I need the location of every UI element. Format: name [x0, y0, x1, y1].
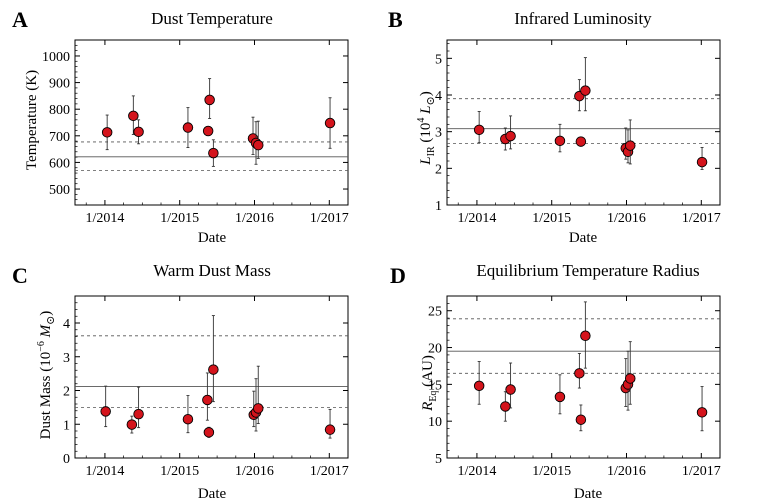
p2-data-point: [252, 403, 264, 414]
p3-data-point: [500, 401, 511, 412]
y-axis-label-d: REq (AU): [420, 355, 439, 412]
p3-data-point: [580, 330, 591, 342]
p0-data-point: [252, 139, 264, 151]
p2-data-point: [100, 406, 111, 417]
p3-x-tick-label: 1/2017: [682, 464, 721, 479]
p1-y-tick-label: 2: [435, 162, 442, 177]
p1-data-point: [580, 85, 591, 96]
p3-y-tick-label: 5: [435, 452, 442, 467]
p3-y-tick-label: 15: [428, 378, 442, 393]
p1-x-tick-label: 1/2017: [682, 211, 721, 226]
p3-data-point: [473, 380, 485, 392]
y-axis-label-b: LIR (104 L⊙): [416, 91, 437, 165]
panel-dust-temperature: A Dust Temperature Date Temperature (K) …: [12, 7, 349, 246]
chart-title-infrared-luminosity: Infrared Luminosity: [514, 9, 652, 28]
p1-y-tick-label: 4: [435, 89, 442, 104]
p0-data-point: [101, 127, 113, 138]
svg-text:LIR (104 L⊙): LIR (104 L⊙): [416, 91, 437, 165]
p1-y-tick-label: 5: [435, 52, 442, 67]
p3-data-point: [575, 414, 587, 425]
y-axis-label-c: Dust Mass (10−6 M⊙): [36, 311, 57, 440]
panel-letter-a: A: [12, 7, 28, 32]
p0-plot-frame: [74, 39, 349, 206]
p1-data-point: [575, 136, 587, 147]
p2-data-point: [182, 413, 194, 425]
p1-x-tick-label: 1/2015: [532, 211, 571, 226]
p1-data-point: [473, 124, 485, 136]
svg-text:REq (AU): REq (AU): [420, 355, 439, 412]
p1-plot-frame: [446, 39, 721, 206]
panel-infrared-luminosity: B Infrared Luminosity Date LIR (104 L⊙) …: [388, 7, 721, 246]
p1-x-tick-label: 1/2014: [457, 211, 496, 226]
p3-x-tick-label: 1/2015: [532, 464, 571, 479]
p0-y-tick-label: 700: [49, 130, 70, 145]
p3-y-tick-label: 10: [428, 415, 442, 430]
svg-text:Dust Mass (10−6 M⊙): Dust Mass (10−6 M⊙): [36, 311, 57, 440]
p0-x-tick-label: 1/2016: [235, 211, 274, 226]
p0-x-tick-label: 1/2015: [160, 211, 199, 226]
p0-data-point: [182, 122, 194, 133]
p2-y-tick-label: 1: [63, 418, 70, 433]
p1-x-tick-label: 1/2016: [607, 211, 646, 226]
p2-data-point: [126, 419, 138, 430]
p0-data-point: [208, 147, 219, 159]
chart-title-dust-temperature: Dust Temperature: [151, 9, 273, 28]
p3-x-tick-label: 1/2014: [457, 464, 496, 479]
p1-data-point: [554, 135, 566, 147]
panel-equilibrium-temperature-radius: D Equilibrium Temperature Radius Date RE…: [390, 261, 721, 502]
p2-x-tick-label: 1/2015: [160, 464, 199, 479]
p2-x-tick-label: 1/2014: [85, 464, 124, 479]
p3-data-point: [554, 391, 566, 403]
panel-letter-b: B: [388, 7, 403, 32]
p2-data-point: [324, 424, 336, 435]
p2-x-tick-label: 1/2017: [310, 464, 349, 479]
p0-y-tick-label: 800: [49, 103, 70, 118]
p1-data-point: [624, 140, 636, 151]
p3-y-tick-label: 20: [428, 342, 442, 357]
p3-data-point: [505, 384, 516, 395]
p0-data-point: [204, 94, 215, 106]
p2-y-tick-label: 3: [63, 351, 70, 366]
x-axis-label-c: Date: [198, 486, 227, 502]
p3-data-point: [624, 373, 636, 384]
p3-plot-frame: [446, 295, 721, 459]
x-axis-label-d: Date: [574, 486, 603, 502]
chart-title-equilibrium-temperature-radius: Equilibrium Temperature Radius: [476, 261, 699, 280]
p2-x-tick-label: 1/2016: [235, 464, 274, 479]
p0-x-tick-label: 1/2014: [85, 211, 124, 226]
x-axis-label-b: Date: [569, 230, 598, 246]
x-axis-label-a: Date: [198, 230, 227, 246]
p0-x-tick-label: 1/2017: [310, 211, 349, 226]
p0-data-point: [202, 125, 214, 137]
p2-data-point: [202, 394, 213, 406]
p2-data-point: [208, 364, 219, 375]
p2-data-point: [133, 408, 144, 420]
p2-y-tick-label: 2: [63, 385, 70, 400]
p1-y-tick-label: 3: [435, 126, 442, 141]
p0-y-tick-label: 900: [49, 77, 70, 92]
p0-data-point: [128, 110, 139, 122]
p0-y-tick-label: 600: [49, 156, 70, 171]
p3-data-point: [696, 407, 708, 418]
panel-warm-dust-mass: C Warm Dust Mass Date Dust Mass (10−6 M⊙…: [12, 261, 349, 502]
y-axis-label-a: Temperature (K): [24, 70, 40, 170]
p0-y-tick-label: 500: [49, 183, 70, 198]
chart-title-warm-dust-mass: Warm Dust Mass: [153, 261, 271, 280]
panel-letter-c: C: [12, 263, 28, 288]
p3-data-point: [574, 368, 585, 379]
p0-data-point: [133, 126, 144, 138]
p1-data-point: [696, 156, 708, 168]
p0-data-point: [324, 117, 336, 129]
p1-y-tick-label: 1: [435, 199, 442, 214]
p3-y-tick-label: 25: [428, 305, 442, 320]
panel-letter-d: D: [390, 263, 406, 288]
p1-data-point: [505, 130, 516, 142]
p0-y-tick-label: 1000: [42, 50, 70, 65]
p2-y-tick-label: 4: [63, 317, 70, 332]
p2-y-tick-label: 0: [63, 452, 70, 467]
p3-x-tick-label: 1/2016: [607, 464, 646, 479]
p2-data-point: [203, 427, 215, 438]
